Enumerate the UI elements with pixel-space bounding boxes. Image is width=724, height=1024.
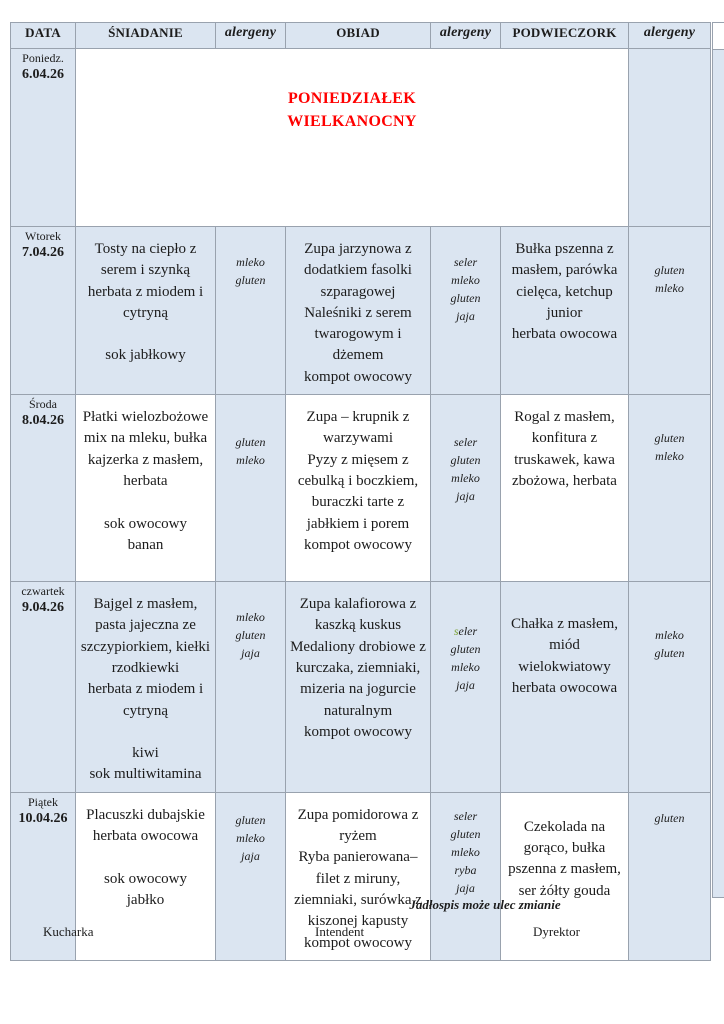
lunch-wednesday: Zupa – krupnik z warzywami Pyzy z mięsem… [285, 394, 431, 583]
lunch-tuesday: Zupa jarzynowa z dodatkiem fasolki szpar… [285, 225, 431, 396]
date-cell-friday: Piątek 10.04.26 [10, 791, 76, 961]
snack-thursday: Chałka z masłem, miód wielokwiatowy herb… [500, 581, 629, 793]
allergens-lunch-tuesday: seler mleko gluten jaja [430, 225, 501, 396]
day-label: Poniedz. [22, 51, 64, 65]
allergens-snack-friday: gluten [628, 791, 711, 961]
snack-tuesday: Bułka pszenna z masłem, parówka cielęca,… [500, 225, 629, 396]
row-wednesday: Środa 8.04.26 Płatki wielozbożowe mix na… [10, 394, 711, 583]
day-label: czwartek [21, 584, 65, 599]
snack-wednesday: Rogal z masłem, konfitura z truskawek, k… [500, 394, 629, 583]
row-monday: Poniedz. 6.04.26 PONIEDZIAŁEK WIELKANOCN… [10, 48, 711, 227]
signature-cook: Kucharka [43, 924, 94, 939]
green-s-of-seler: s [453, 624, 459, 639]
day-label: Środa [29, 397, 57, 412]
allergens-breakfast-tuesday: mleko gluten [215, 225, 286, 396]
table-cut-off-column-body [712, 49, 724, 898]
column-header-data: DATA [10, 22, 76, 49]
row-thursday: czwartek 9.04.26 Bajgel z masłem, pasta … [10, 581, 711, 793]
date-label: 8.04.26 [22, 413, 64, 429]
day-label: Piątek [28, 794, 58, 809]
column-header-obiad: OBIAD [285, 22, 431, 49]
column-header-alergeny-lunch: alergeny [430, 22, 501, 49]
lunch-thursday: Zupa kalafiorowa z kaszką kuskus Medalio… [285, 581, 431, 793]
breakfast-friday: Placuszki dubajskie herbata owocowa sok … [75, 791, 216, 961]
table-cut-off-column-header [712, 22, 724, 49]
date-cell-thursday: czwartek 9.04.26 [10, 581, 76, 793]
date-label: 9.04.26 [22, 600, 64, 616]
holiday-title: PONIEDZIAŁEK WIELKANOCNY [287, 90, 417, 131]
allergens-snack-thursday: mleko gluten [628, 581, 711, 793]
breakfast-wednesday: Płatki wielozbożowe mix na mleku, bułka … [75, 394, 216, 583]
allergens-breakfast-thursday: mleko gluten jaja [215, 581, 286, 793]
column-header-alergeny-snack: alergeny [628, 22, 711, 49]
row-friday: Piątek 10.04.26 Placuszki dubajskie herb… [10, 791, 711, 961]
date-label: 7.04.26 [22, 245, 64, 261]
allergens-lunch-thursday: seler gluten mleko jaja [430, 581, 501, 793]
menu-change-disclaimer: Jadłospis może ulec zmianie [409, 897, 561, 912]
date-label: 10.04.26 [18, 810, 68, 826]
breakfast-thursday: Bajgel z masłem, pasta jajeczna ze szczy… [75, 581, 216, 793]
day-label: Wtorek [25, 229, 61, 243]
allergens-lunch-thursday-rest: eler gluten mleko jaja [450, 624, 481, 693]
lunch-friday: Zupa pomidorowa z ryżem Ryba panierowana… [285, 791, 431, 961]
allergens-snack-tuesday: gluten mleko [628, 225, 711, 396]
column-header-alergeny-breakfast: alergeny [215, 22, 286, 49]
row-tuesday: Wtorek 7.04.26 Tosty na ciepło z serem i… [10, 225, 711, 396]
snack-friday: Czekolada na gorąco, bułka pszenna z mas… [500, 791, 629, 961]
signature-director: Dyrektor [533, 924, 580, 939]
allergens-lunch-friday: seler gluten mleko ryba jaja [430, 791, 501, 961]
weekly-menu-table: DATA ŚNIADANIE alergeny OBIAD alergeny P… [10, 22, 711, 961]
date-cell-wednesday: Środa 8.04.26 [10, 394, 76, 583]
allergens-snack-monday-empty [628, 48, 711, 227]
date-cell-tuesday: Wtorek 7.04.26 [10, 225, 76, 396]
allergens-snack-wednesday: gluten mleko [628, 394, 711, 583]
column-header-podwieczorek: PODWIECZORK [500, 22, 629, 49]
column-header-sniadanie: ŚNIADANIE [75, 22, 216, 49]
holiday-cell-monday: PONIEDZIAŁEK WIELKANOCNY [75, 48, 629, 227]
header-row: DATA ŚNIADANIE alergeny OBIAD alergeny P… [10, 22, 711, 49]
breakfast-tuesday: Tosty na ciepło z serem i szynką herbata… [75, 225, 216, 396]
allergens-breakfast-friday: gluten mleko jaja [215, 791, 286, 961]
date-cell-monday: Poniedz. 6.04.26 [10, 48, 76, 227]
allergens-lunch-wednesday: seler gluten mleko jaja [430, 394, 501, 583]
date-label: 6.04.26 [22, 67, 64, 83]
signature-intendent: Intendent [315, 924, 365, 939]
allergens-breakfast-wednesday: gluten mleko [215, 394, 286, 583]
